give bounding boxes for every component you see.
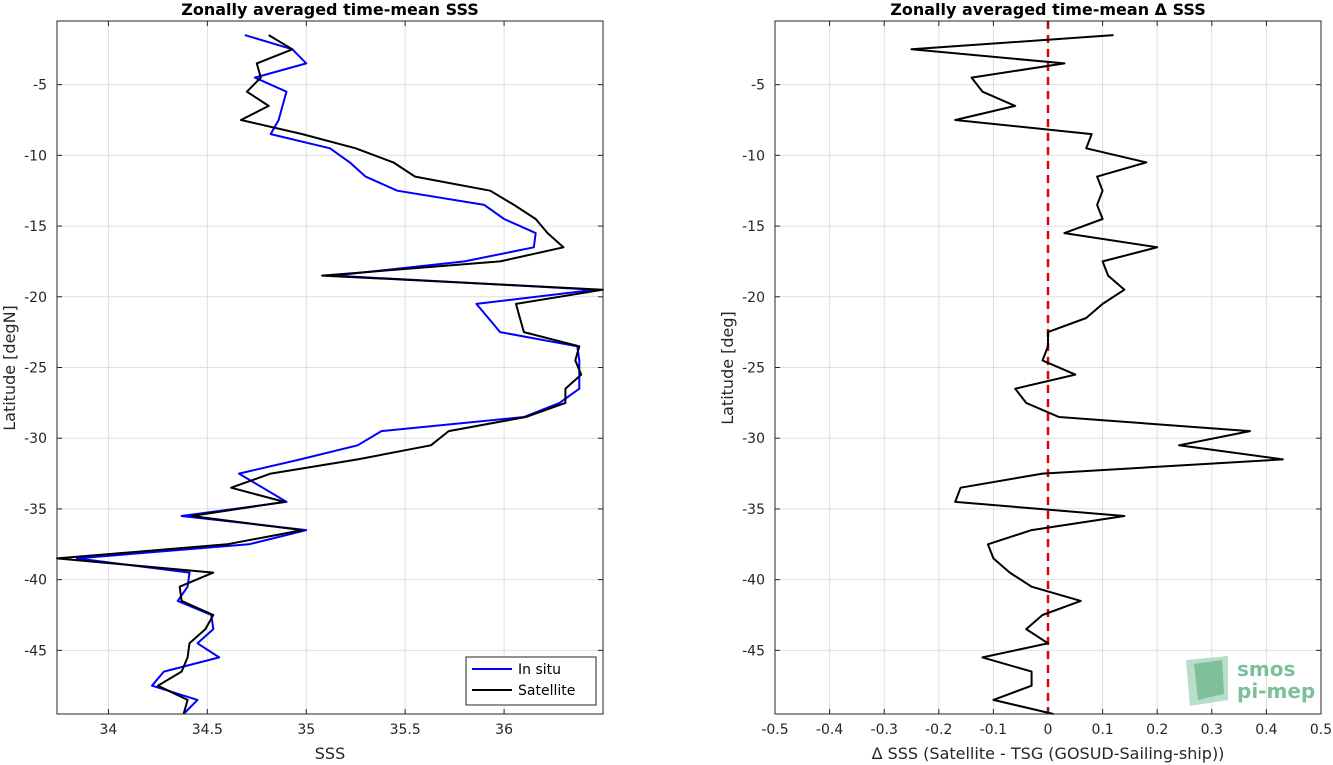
smos-pi-mep-logo: smos pi-mep	[1186, 656, 1315, 706]
x-tick-label: 0.4	[1255, 722, 1277, 738]
series-line-delta-sss-right	[910, 34, 1284, 715]
x-tick-label: -0.5	[761, 722, 788, 738]
y-tick-label: -30	[742, 431, 765, 447]
x-tick-label: 0	[1044, 722, 1053, 738]
grid-left	[57, 21, 603, 714]
legend-label-satellite: Satellite	[518, 683, 575, 699]
ticks-right: -0.5 -0.4 -0.3 -0.2 -0.1 0 0.1 0.2 0.3 0.4 0.5 -5 -1…	[742, 21, 1332, 738]
delta-sss-panel: -0.5 -0.4 -0.3 -0.2 -0.1 0 0.1 0.2 0.3 0.4 0.5 -5 -1…	[718, 0, 1332, 763]
x-tick-label: 34.5	[192, 722, 223, 738]
series-line-in-situ-left	[75, 34, 597, 715]
y-tick-label: -30	[24, 431, 47, 447]
x-tick-label: -0.2	[925, 722, 952, 738]
x-tick-label: -0.4	[816, 722, 843, 738]
x-tick-label: 0.5	[1310, 722, 1332, 738]
x-tick-label: 0.1	[1091, 722, 1113, 738]
x-tick-label: 0.3	[1201, 722, 1223, 738]
y-tick-label: -20	[24, 290, 47, 306]
y-tick-label: -35	[742, 502, 765, 518]
x-tick-label: 35	[297, 722, 315, 738]
y-tick-label: -20	[742, 290, 765, 306]
x-axis-label-right: Δ SSS (Satellite - TSG (GOSUD-Sailing-sh…	[872, 744, 1225, 763]
y-tick-label: -45	[742, 643, 765, 659]
y-tick-label: -40	[742, 573, 765, 589]
series-line-satellite-left	[56, 34, 604, 715]
y-tick-label: -25	[742, 361, 765, 377]
y-tick-label: -15	[24, 219, 47, 235]
y-tick-label: -10	[24, 148, 47, 164]
y-tick-label: -5	[33, 78, 47, 94]
logo-mark-front	[1194, 660, 1224, 700]
logo-text-line1: smos	[1237, 657, 1295, 681]
y-tick-label: -15	[742, 219, 765, 235]
series-right	[910, 21, 1284, 715]
y-tick-label: -35	[24, 502, 47, 518]
y-tick-label: -40	[24, 573, 47, 589]
x-tick-label: -0.3	[871, 722, 898, 738]
y-tick-label: -10	[742, 148, 765, 164]
chart-title-right: Zonally averaged time-mean Δ SSS	[890, 0, 1206, 19]
x-axis-label-left: SSS	[315, 744, 345, 763]
y-tick-label: -25	[24, 361, 47, 377]
x-tick-label: 0.2	[1146, 722, 1168, 738]
y-axis-label-left: Latitude [degN]	[0, 305, 19, 431]
y-axis-label-right: Latitude [deg]	[718, 311, 737, 425]
series-left	[56, 34, 604, 715]
logo-text-line2: pi-mep	[1237, 679, 1315, 703]
y-tick-label: -45	[24, 643, 47, 659]
chart-title-left: Zonally averaged time-mean SSS	[181, 0, 479, 19]
x-tick-label: 34	[100, 722, 118, 738]
legend-label-in-situ: In situ	[518, 662, 561, 678]
sss-profile-panel: 34 34.5 35 35.5 36 -5 -10 -15 -20 -25 -30 -35 -40 -45…	[0, 0, 604, 763]
x-tick-label: -0.1	[980, 722, 1007, 738]
x-tick-label: 35.5	[390, 722, 421, 738]
legend-box	[465, 656, 597, 706]
ticks-left: 34 34.5 35 35.5 36 -5 -10 -15 -20 -25 -30 -35 -40 -45	[24, 21, 603, 738]
x-tick-label: 36	[495, 722, 513, 738]
legend: In situ Satellite	[465, 656, 597, 706]
y-tick-label: -5	[751, 78, 765, 94]
